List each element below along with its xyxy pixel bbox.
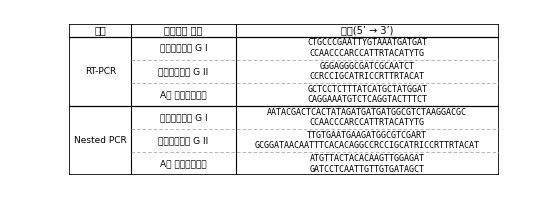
Text: A형 간염바이러스: A형 간염바이러스 <box>160 159 207 168</box>
Text: GCTCCTCTTTATCATGCTATGGAT: GCTCCTCTTTATCATGCTATGGAT <box>307 85 427 94</box>
Text: 노로바이러스 G I: 노로바이러스 G I <box>160 44 207 53</box>
Text: CTGCCCGAATTYGTAAATGATGAT: CTGCCCGAATTYGTAAATGATGAT <box>307 38 427 47</box>
Text: RT-PCR: RT-PCR <box>85 67 116 76</box>
Text: GCGGATAACAATTTCACACAGGCCRCCIGCATRICCRTTRTACAT: GCGGATAACAATTTCACACAGGCCRCCIGCATRICCRTTR… <box>255 141 480 151</box>
Text: CCRCCIGCATRICCRTTRTACAT: CCRCCIGCATRICCRTTRTACAT <box>310 72 425 81</box>
Text: GATCCTCAATTGTTGTGATAGCT: GATCCTCAATTGTTGTGATAGCT <box>310 164 425 174</box>
Text: 서열(5’ → 3’): 서열(5’ → 3’) <box>341 25 393 35</box>
Text: AATACGACTCACTATAGATGATGATGGCGTCTAAGGACGC: AATACGACTCACTATAGATGATGATGGCGTCTAAGGACGC <box>267 108 467 117</box>
Text: GGGAGGGCGATCGCAATCT: GGGAGGGCGATCGCAATCT <box>320 62 415 71</box>
Text: Nested PCR: Nested PCR <box>74 136 127 145</box>
Text: 노로바이러스 G II: 노로바이러스 G II <box>158 67 209 76</box>
Text: CCAACCCARCCATTRTACATYTG: CCAACCCARCCATTRTACATYTG <box>310 49 425 58</box>
Text: CAGGAAATGTCTCAGGTACTTTCT: CAGGAAATGTCTCAGGTACTTTCT <box>307 95 427 104</box>
Text: TTGTGAATGAAGATGGCGTCGART: TTGTGAATGAAGATGGCGTCGART <box>307 131 427 140</box>
Text: 노로바이러스 G II: 노로바이러스 G II <box>158 136 209 145</box>
Text: 바이러스 종류: 바이러스 종류 <box>165 25 203 35</box>
Text: 단계: 단계 <box>94 25 106 35</box>
Text: 노로바이러스 G I: 노로바이러스 G I <box>160 113 207 122</box>
Text: ATGTTACTACACAAGTTGGAGAT: ATGTTACTACACAAGTTGGAGAT <box>310 154 425 163</box>
Text: CCAACCCARCCATTRTACATYTG: CCAACCCARCCATTRTACATYTG <box>310 118 425 127</box>
Text: A형 간염바이러스: A형 간염바이러스 <box>160 90 207 99</box>
